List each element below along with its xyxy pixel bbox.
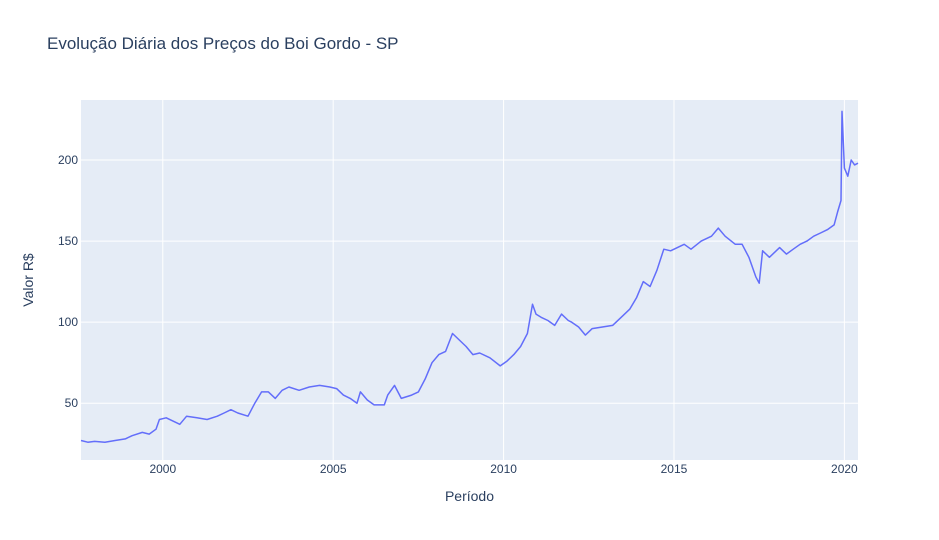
- x-tick-label: 2005: [320, 462, 347, 476]
- x-tick-label: 2000: [149, 462, 176, 476]
- y-tick-label: 150: [58, 234, 78, 248]
- y-axis-title: Valor R$: [20, 253, 36, 307]
- x-tick-label: 2020: [831, 462, 858, 476]
- series-line: [80, 110, 859, 443]
- x-tick-label: 2015: [661, 462, 688, 476]
- grid-lines: [81, 100, 858, 460]
- series-layer: [80, 110, 859, 443]
- tick-labels: 2000 2005 2010 2015 2020 50 100 150 200: [58, 153, 858, 476]
- x-axis-title: Período: [445, 488, 494, 504]
- x-tick-label: 2010: [490, 462, 517, 476]
- y-tick-label: 100: [58, 315, 78, 329]
- y-tick-label: 50: [65, 396, 79, 410]
- plot-area: [81, 100, 858, 460]
- y-tick-label: 200: [58, 153, 78, 167]
- chart-title: Evolução Diária dos Preços do Boi Gordo …: [47, 34, 399, 53]
